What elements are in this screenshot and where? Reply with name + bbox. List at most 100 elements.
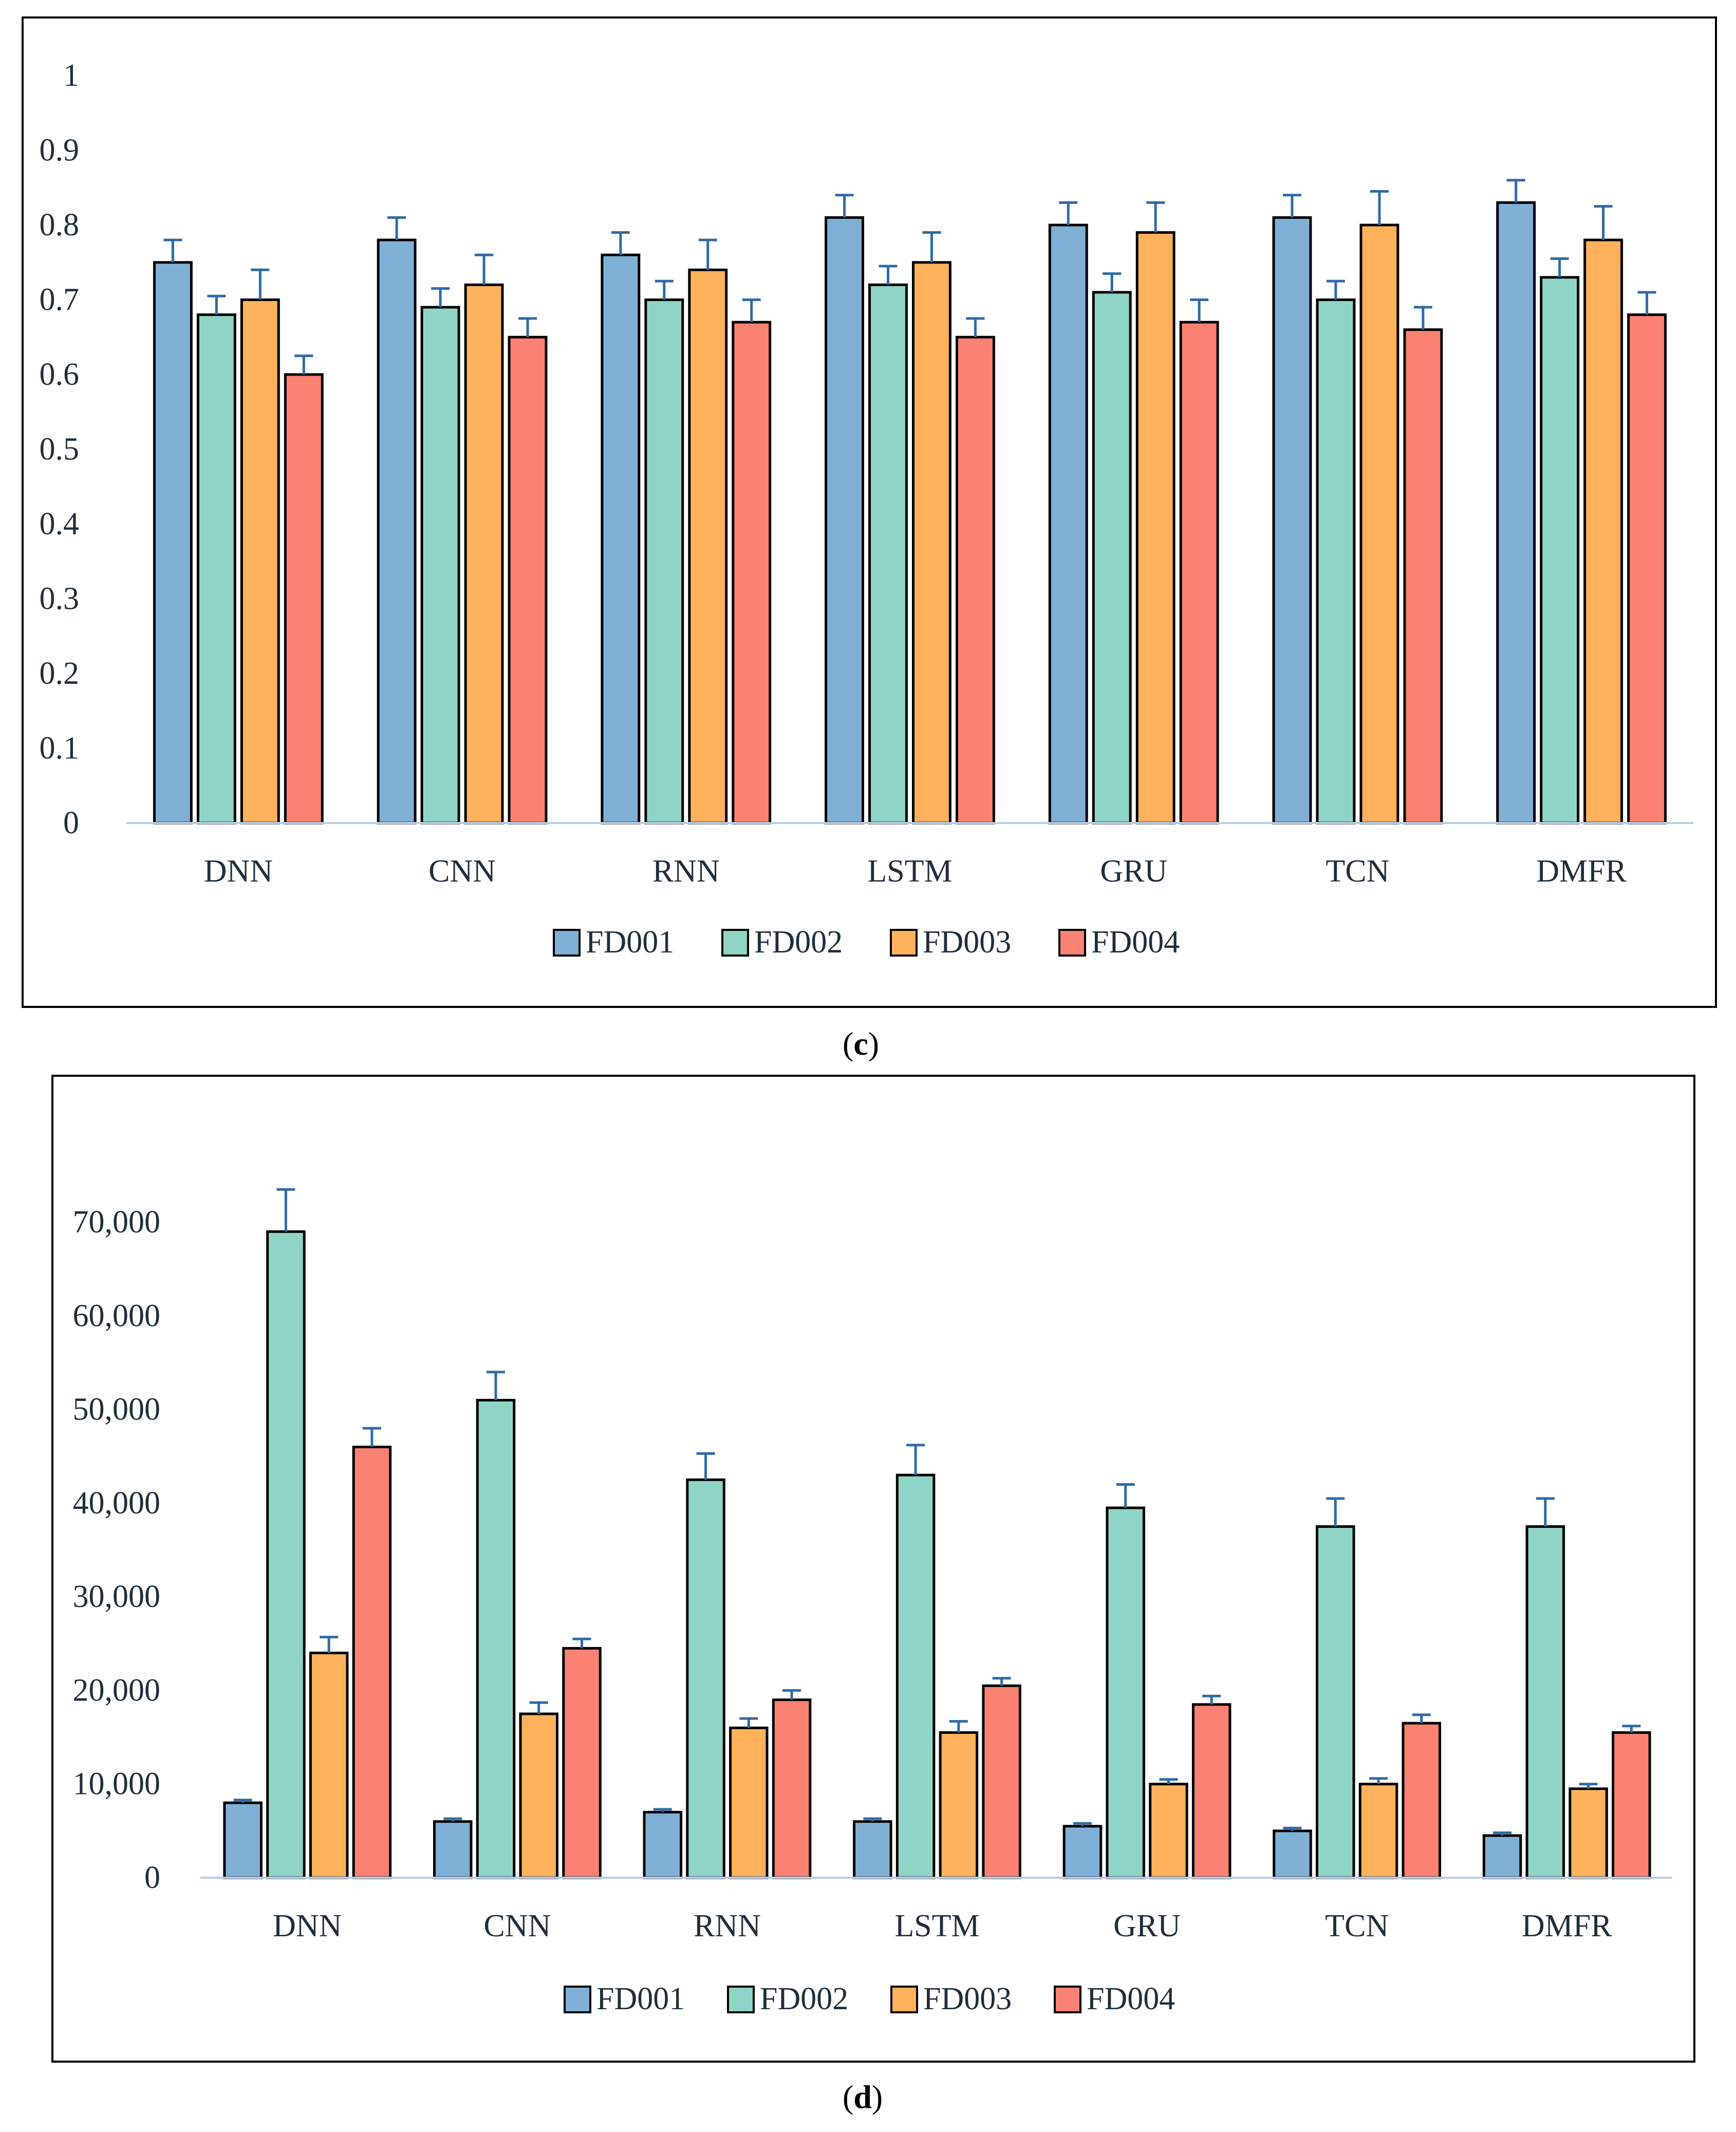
legend-label-fd001: FD001 [586,925,674,960]
bar-fd004-dnn [284,373,324,825]
bar-fd003-tcn [1358,1783,1398,1879]
legend-label-fd002: FD002 [754,925,843,960]
bar-fd001-rnn [643,1810,683,1879]
bar-fd004-lstm [982,1684,1021,1879]
panel-caption-c: (c) [843,1025,880,1062]
bar-fd001-dmfr [1496,201,1536,825]
y-tick-label: 0 [144,1860,160,1895]
y-tick-label: 60,000 [73,1298,161,1333]
bar-fd001-lstm [853,1820,892,1879]
bar-fd004-gru [1179,321,1219,825]
y-tick-label: 0.1 [40,731,80,766]
bar-fd004-rnn [732,321,772,825]
bar-fd002-cnn [476,1398,516,1879]
bar-fd003-dmfr [1583,238,1623,825]
bar-fd003-dnn [309,1652,349,1879]
chart-c-svg: 0 0.1 0.2 0.3 0.4 0.5 0.6 0.7 0.8 0.9 1 DNN CNN RNN LS… [40,58,1693,960]
bar-fd001-tcn [1272,216,1312,825]
bar-fd002-gru [1106,1506,1145,1879]
bar-fd003-cnn [519,1712,558,1879]
chart-panel-d: 0 10,000 20,000 30,000 40,000 50,000 60,000 70,… [51,1075,1695,2063]
x-category-label: TCN [1325,1909,1389,1943]
x-category-label: DMFR [1536,854,1627,889]
bar-fd004-dnn [352,1446,392,1879]
bar-fd001-dnn [223,1801,263,1879]
bar-fd002-tcn [1316,298,1356,825]
legend-swatch-fd001 [564,1986,591,2013]
bar-fd001-gru [1062,1825,1103,1879]
x-category-label: GRU [1113,1909,1181,1943]
bar-fd004-tcn [1403,328,1443,825]
legend-swatch-fd003 [890,929,918,957]
y-tick-label: 0.6 [40,357,80,392]
bar-fd001-lstm [825,216,865,825]
y-tick-label: 20,000 [73,1673,161,1708]
x-category-label: CNN [483,1909,551,1943]
bar-fd002-rnn [686,1478,725,1879]
y-tick-label: 30,000 [73,1579,161,1614]
x-category-label: LSTM [894,1909,979,1943]
bar-fd001-gru [1048,223,1088,825]
bar-fd004-tcn [1402,1722,1442,1879]
bar-fd001-tcn [1273,1829,1312,1879]
legend-label-fd004: FD004 [1087,1981,1175,2016]
x-category-label: CNN [428,854,496,889]
bar-fd002-lstm [895,1473,936,1879]
x-category-label: RNN [652,854,720,889]
x-category-label: LSTM [867,854,952,889]
x-category-label: TCN [1326,854,1389,889]
x-category-label: DNN [204,854,273,889]
panel-label-c: c [853,1025,868,1062]
bar-fd004-rnn [772,1698,812,1879]
bar-fd001-rnn [601,253,641,825]
y-tick-label: 0 [63,806,79,840]
bar-fd003-lstm [912,261,951,825]
panel-label-d: d [853,2079,872,2115]
bar-fd003-dmfr [1569,1787,1608,1879]
bar-fd003-gru [1149,1783,1188,1879]
y-tick-label: 0.5 [40,432,80,467]
bar-fd003-tcn [1359,223,1399,825]
legend-label-fd003: FD003 [923,1981,1012,2016]
bar-fd001-cnn [377,238,417,825]
x-category-label: DMFR [1522,1909,1612,1943]
y-tick-label: 10,000 [73,1767,161,1802]
bar-fd004-dmfr [1612,1731,1651,1879]
legend-label-fd002: FD002 [760,1981,848,2016]
legend-swatch-fd003 [890,1986,918,2013]
legend-swatch-fd001 [553,929,581,957]
y-tick-label: 50,000 [73,1392,161,1427]
y-tick-label: 0.8 [40,208,80,242]
bar-fd004-dmfr [1627,313,1667,825]
bar-fd003-rnn [729,1726,769,1879]
legend-swatch-fd004 [1058,929,1086,957]
bar-fd003-rnn [688,268,728,825]
bar-fd002-dnn [266,1230,306,1879]
x-category-label: DNN [273,1909,342,1943]
y-tick-label: 70,000 [73,1205,161,1240]
legend-swatch-fd002 [721,929,749,957]
legend-swatch-fd004 [1054,1986,1081,2013]
bar-fd002-lstm [868,283,908,825]
legend-label-fd001: FD001 [596,1981,685,2016]
bar-fd001-dnn [153,261,193,825]
bar-fd004-cnn [508,335,548,825]
bar-fd004-cnn [562,1647,602,1879]
bar-fd002-cnn [420,306,460,825]
bar-fd002-tcn [1316,1525,1355,1879]
y-tick-label: 0.2 [40,656,80,691]
y-tick-label: 0.4 [40,507,80,541]
bar-fd004-gru [1191,1703,1231,1879]
bar-fd004-lstm [956,335,995,825]
panel-caption-d: (d) [843,2079,883,2115]
bar-fd001-cnn [433,1820,473,1879]
y-tick-label: 0.3 [40,582,80,616]
y-tick-label: 40,000 [73,1486,161,1521]
chart-panel-c: 0 0.1 0.2 0.3 0.4 0.5 0.6 0.7 0.8 0.9 1 DNN CNN RNN LS… [22,16,1717,1008]
legend-swatch-fd002 [727,1986,755,2013]
bar-fd003-lstm [939,1731,979,1879]
bar-fd002-dmfr [1525,1525,1565,1879]
bar-fd003-cnn [464,283,504,825]
x-category-label: GRU [1100,854,1167,889]
y-tick-label: 1 [63,58,79,93]
